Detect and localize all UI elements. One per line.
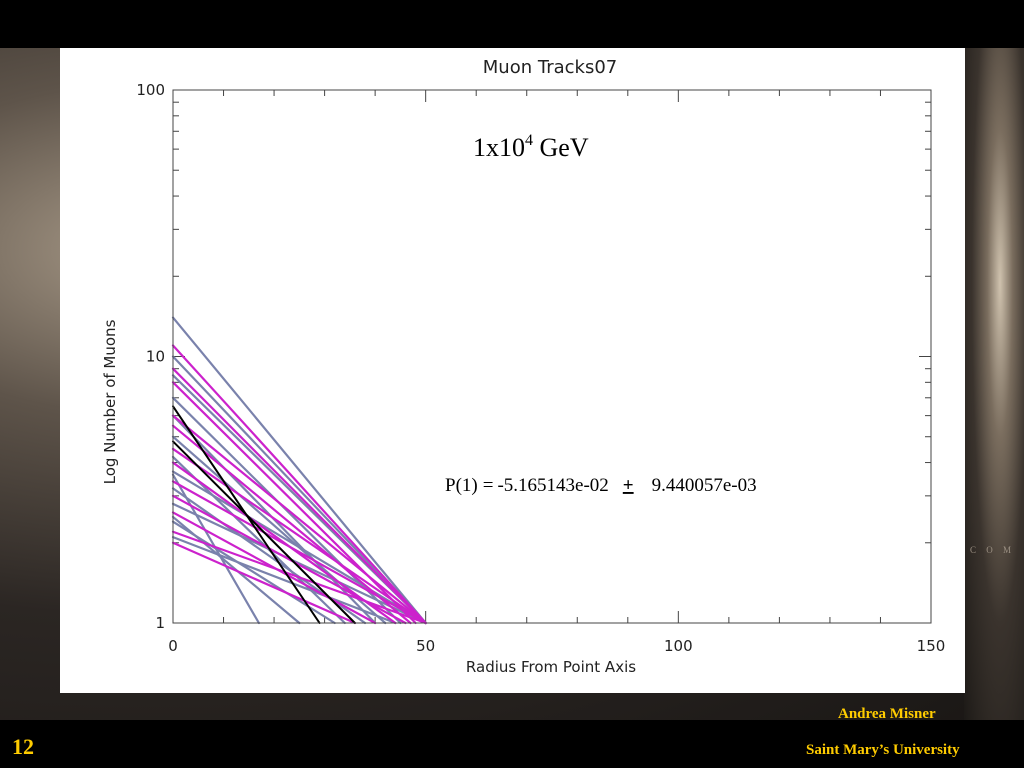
energy-exponent: 4 xyxy=(525,132,533,149)
axis-ticks: 0 50 100 150 1 10 100 xyxy=(136,81,945,655)
series-line-gray xyxy=(171,502,427,625)
energy-annotation: 1x104 GeV xyxy=(473,132,589,162)
series-line-gray xyxy=(171,316,427,625)
series-line-magenta xyxy=(171,414,427,625)
series-line-magenta xyxy=(171,447,427,625)
series-line-magenta xyxy=(171,424,412,625)
x-axis-label: Radius From Point Axis xyxy=(466,658,636,676)
series-line-gray xyxy=(171,536,397,625)
energy-base: 1x10 xyxy=(473,133,525,162)
series-line-magenta xyxy=(171,344,427,625)
fit-error: 9.440057e-03 xyxy=(652,475,757,496)
x-tick-label: 0 xyxy=(168,637,178,655)
y-axis-label: Log Number of Muons xyxy=(101,319,119,484)
series-line-magenta xyxy=(171,367,427,625)
series-line-gray xyxy=(171,473,261,625)
y-tick-label: 100 xyxy=(136,81,165,99)
fit-plus-minus: + xyxy=(623,475,634,496)
background-watermark: C O M xyxy=(970,545,1016,555)
x-tick-label: 50 xyxy=(416,637,435,655)
slide-number: 12 xyxy=(12,734,34,759)
plot-frame xyxy=(172,89,932,624)
fit-equals: = xyxy=(483,475,494,496)
y-tick-label: 1 xyxy=(155,614,165,632)
series-line-magenta xyxy=(171,530,427,625)
x-tick-label: 100 xyxy=(664,637,693,655)
top-bar xyxy=(0,0,1024,48)
author-name: Andrea Misner xyxy=(838,706,936,722)
energy-unit: GeV xyxy=(533,133,589,162)
fit-annotation: P(1) = -5.165143e-02 +9.440057e-03 xyxy=(445,475,757,496)
chart-panel: Muon Tracks07 0 50 100 150 1 10 100 Radius Fro… xyxy=(60,48,965,693)
university-name: Saint Mary’s University xyxy=(806,742,960,758)
slide-background-right xyxy=(964,48,1024,720)
fit-value: -5.165143e-02 xyxy=(497,475,608,496)
series-line-magenta xyxy=(171,480,427,625)
series-line-gray xyxy=(171,455,346,625)
x-tick-label: 150 xyxy=(917,637,946,655)
y-tick-label: 10 xyxy=(146,348,165,366)
fit-label: P(1) xyxy=(445,475,478,496)
bottom-bar xyxy=(0,720,1024,768)
series-line-black xyxy=(172,440,356,624)
series-line-gray xyxy=(171,355,427,625)
series-lines xyxy=(171,316,427,625)
muon-chart: Muon Tracks07 0 50 100 150 1 10 100 Radius Fro… xyxy=(101,57,945,676)
chart-title: Muon Tracks07 xyxy=(483,57,617,78)
series-line-gray xyxy=(171,470,427,625)
series-line-magenta xyxy=(171,541,357,625)
